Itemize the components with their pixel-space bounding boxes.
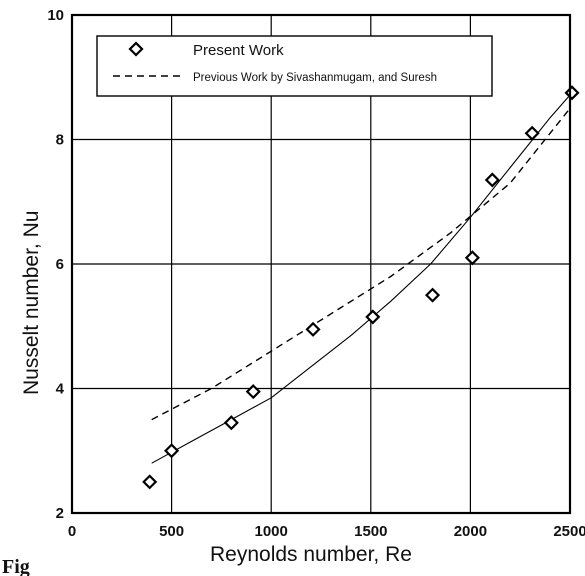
x-tick-label: 0 <box>68 523 76 540</box>
x-tick-label: 500 <box>159 523 184 540</box>
y-tick-label: 4 <box>56 381 65 398</box>
y-tick-label: 2 <box>56 505 64 522</box>
data-point <box>524 125 540 141</box>
x-axis-label: Reynolds number, Re <box>210 543 412 566</box>
y-tick-label: 8 <box>56 132 64 149</box>
legend-label-previous-work: Previous Work by Sivashanmugam, and Sure… <box>193 72 437 84</box>
series-line-previous-work <box>151 107 571 421</box>
data-markers <box>142 85 580 490</box>
plot-frame <box>70 13 572 515</box>
x-tick-label: 1500 <box>354 523 387 540</box>
legend-label-present-work: Present Work <box>193 42 284 59</box>
grid-lines <box>72 15 570 513</box>
legend: Present Work Previous Work by Sivashanmu… <box>96 35 493 97</box>
data-point <box>164 443 180 459</box>
data-point <box>223 415 239 431</box>
data-point <box>484 172 500 188</box>
x-tick-label: 2000 <box>454 523 487 540</box>
data-point <box>365 309 381 325</box>
data-point <box>464 250 480 266</box>
series-lines <box>151 92 573 464</box>
data-point <box>142 474 158 490</box>
y-axis-label: Nusselt number, Nu <box>20 211 43 395</box>
legend-box <box>96 35 493 97</box>
tick-labels: 0 500 1000 1500 2000 2500 2 4 6 8 10 <box>47 7 585 540</box>
x-tick-label: 1000 <box>255 523 288 540</box>
y-tick-label: 6 <box>56 256 64 273</box>
y-tick-label: 10 <box>47 7 64 24</box>
data-point <box>245 384 261 400</box>
fit-curve <box>151 92 573 464</box>
figure-caption: Fig <box>2 556 30 576</box>
legend-marker-present-work <box>128 41 144 57</box>
x-tick-label: 2500 <box>553 523 585 540</box>
data-point <box>424 287 441 303</box>
data-point <box>305 321 321 337</box>
